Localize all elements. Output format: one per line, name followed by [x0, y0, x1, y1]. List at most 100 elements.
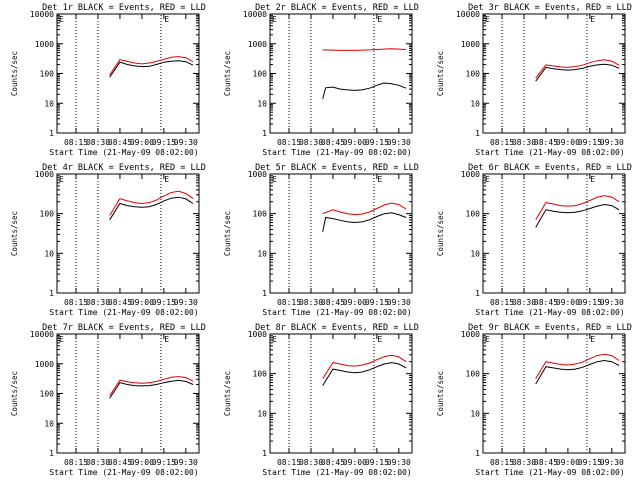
- x-tick-label: 09:15: [152, 458, 176, 467]
- y-tick-label: 1: [262, 129, 267, 138]
- x-tick-label: 08:15: [277, 298, 301, 307]
- x-tick-label: 09:30: [174, 458, 198, 467]
- y-tick-label: 1000: [35, 170, 54, 179]
- top-marker: E: [164, 175, 169, 184]
- corner-marker: E: [59, 175, 64, 184]
- chart-title: Det 7r BLACK = Events, RED = LLD: [42, 323, 206, 333]
- x-axis-label: Start Time (21-May-09 08:02:00): [49, 308, 198, 317]
- plot-frame: [482, 13, 626, 134]
- events-series-line: [109, 196, 194, 221]
- y-tick-label: 100: [40, 210, 55, 219]
- y-tick-label: 10: [470, 409, 480, 418]
- x-tick-label: 08:45: [534, 458, 558, 467]
- x-tick-label: 09:15: [578, 458, 602, 467]
- plot-frame: [482, 333, 626, 454]
- y-tick-label: 10000: [30, 10, 54, 19]
- lld-series-line: [109, 190, 194, 216]
- x-tick-label: 09:00: [556, 298, 580, 307]
- chart-panel-3: Det 3r BLACK = Events, RED = LLD 1 10 100 10…: [436, 3, 632, 157]
- lld-series-line: [109, 376, 194, 396]
- y-axis-label: Counts/sec: [223, 51, 232, 96]
- x-axis-label: Start Time (21-May-09 08:02:00): [49, 468, 198, 477]
- plot-frame: [56, 173, 200, 294]
- chart-title: Det 3r BLACK = Events, RED = LLD: [468, 3, 632, 13]
- y-tick-label: 10: [44, 419, 54, 428]
- x-tick-label: 09:00: [556, 458, 580, 467]
- x-tick-label: 09:00: [556, 138, 580, 147]
- x-tick-label: 08:15: [490, 298, 514, 307]
- x-tick-label: 09:00: [343, 298, 367, 307]
- lld-series-line: [535, 353, 620, 379]
- x-tick-label: 09:15: [365, 138, 389, 147]
- top-marker: E: [377, 15, 382, 24]
- x-axis-label: Start Time (21-May-09 08:02:00): [49, 148, 198, 157]
- y-tick-label: 100: [466, 370, 481, 379]
- x-tick-label: 09:30: [387, 458, 411, 467]
- x-tick-label: 09:00: [343, 458, 367, 467]
- x-tick-label: 08:45: [534, 298, 558, 307]
- events-series-line: [535, 203, 620, 228]
- y-tick-label: 100: [253, 370, 268, 379]
- y-tick-label: 10: [44, 249, 54, 258]
- y-tick-label: 100: [466, 210, 481, 219]
- x-axis-label: Start Time (21-May-09 08:02:00): [262, 308, 411, 317]
- x-tick-label: 09:15: [365, 298, 389, 307]
- lld-series-line: [109, 56, 194, 76]
- chart-title: Det 5r BLACK = Events, RED = LLD: [255, 163, 419, 173]
- chart-title: Det 1r BLACK = Events, RED = LLD: [42, 3, 206, 13]
- x-tick-label: 08:30: [299, 298, 323, 307]
- y-tick-label: 1000: [248, 330, 267, 339]
- x-tick-label: 09:00: [130, 298, 154, 307]
- x-tick-label: 08:45: [108, 458, 132, 467]
- y-tick-label: 100: [466, 70, 481, 79]
- y-tick-label: 10: [257, 99, 267, 108]
- corner-marker: E: [59, 335, 64, 344]
- y-tick-label: 1: [262, 289, 267, 298]
- x-tick-label: 08:45: [321, 138, 345, 147]
- plot-frame: [56, 13, 200, 134]
- x-tick-label: 08:15: [277, 138, 301, 147]
- chart-panel-9: Det 9r BLACK = Events, RED = LLD 1 10 100 10…: [436, 323, 632, 477]
- x-tick-label: 09:15: [152, 138, 176, 147]
- y-tick-label: 1: [49, 289, 54, 298]
- x-tick-label: 08:30: [299, 138, 323, 147]
- top-marker: E: [164, 15, 169, 24]
- corner-marker: E: [272, 175, 277, 184]
- x-tick-label: 08:15: [277, 458, 301, 467]
- chart-panel-1: Det 1r BLACK = Events, RED = LLD 1 10 100 10…: [10, 3, 206, 157]
- events-series-line: [535, 359, 620, 385]
- x-tick-label: 09:30: [387, 298, 411, 307]
- x-tick-label: 08:30: [512, 298, 536, 307]
- x-tick-label: 08:15: [490, 138, 514, 147]
- x-tick-label: 09:30: [600, 458, 624, 467]
- lld-series-line: [322, 354, 407, 379]
- y-tick-label: 1: [475, 449, 480, 458]
- lld-series-line: [535, 59, 620, 79]
- y-axis-label: Counts/sec: [436, 371, 445, 416]
- x-tick-label: 08:15: [64, 298, 88, 307]
- x-tick-label: 09:30: [600, 138, 624, 147]
- lld-series-line: [322, 202, 407, 216]
- chart-title: Det 8r BLACK = Events, RED = LLD: [255, 323, 419, 333]
- chart-panel-6: Det 6r BLACK = Events, RED = LLD 1 10 100 10…: [436, 163, 632, 317]
- events-series-line: [109, 60, 194, 78]
- x-axis-label: Start Time (21-May-09 08:02:00): [475, 308, 624, 317]
- x-tick-label: 09:15: [365, 458, 389, 467]
- x-axis-label: Start Time (21-May-09 08:02:00): [475, 148, 624, 157]
- y-tick-label: 10000: [243, 10, 267, 19]
- plot-frame: [269, 13, 413, 134]
- events-series-line: [322, 212, 407, 232]
- y-tick-label: 1: [475, 289, 480, 298]
- x-tick-label: 08:30: [299, 458, 323, 467]
- chart-panel-2: Det 2r BLACK = Events, RED = LLD 1 10 100 10…: [223, 3, 419, 157]
- chart-panel-7: Det 7r BLACK = Events, RED = LLD 1 10 100 10…: [10, 323, 206, 477]
- y-axis-label: Counts/sec: [436, 211, 445, 256]
- y-axis-label: Counts/sec: [10, 51, 19, 96]
- y-tick-label: 10: [470, 249, 480, 258]
- y-tick-label: 1000: [461, 170, 480, 179]
- y-tick-label: 1: [262, 449, 267, 458]
- plot-frame: [269, 333, 413, 454]
- x-tick-label: 08:30: [86, 458, 110, 467]
- x-tick-label: 08:30: [86, 138, 110, 147]
- x-axis-label: Start Time (21-May-09 08:02:00): [475, 468, 624, 477]
